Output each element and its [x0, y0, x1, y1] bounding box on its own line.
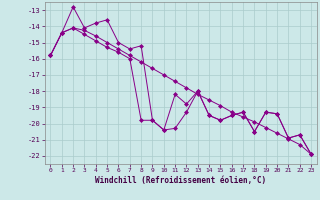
- X-axis label: Windchill (Refroidissement éolien,°C): Windchill (Refroidissement éolien,°C): [95, 176, 266, 185]
